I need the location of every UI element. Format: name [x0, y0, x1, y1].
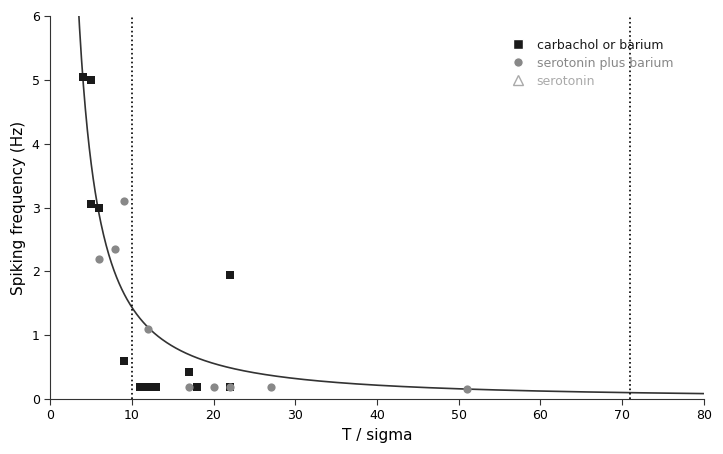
Legend: carbachol or barium, serotonin plus barium, serotonin: carbachol or barium, serotonin plus bari…: [500, 34, 678, 93]
Point: [380, 384, 391, 391]
Point: [224, 271, 236, 278]
Point: [192, 384, 203, 391]
Point: [183, 369, 194, 376]
Point: [85, 201, 97, 208]
Point: [110, 245, 121, 252]
Point: [395, 384, 407, 391]
Point: [142, 325, 154, 332]
Point: [118, 197, 129, 205]
Point: [265, 384, 276, 391]
Point: [118, 357, 129, 364]
Point: [298, 384, 309, 391]
Point: [93, 255, 105, 262]
Point: [142, 384, 154, 391]
Point: [477, 384, 489, 391]
Point: [208, 384, 219, 391]
X-axis label: T / sigma: T / sigma: [342, 428, 412, 443]
Point: [77, 73, 88, 80]
Point: [183, 384, 194, 391]
Point: [224, 384, 236, 391]
Point: [330, 384, 342, 391]
Y-axis label: Spiking frequency (Hz): Spiking frequency (Hz): [11, 120, 26, 295]
Point: [85, 76, 97, 84]
Point: [134, 384, 146, 391]
Point: [224, 384, 236, 391]
Point: [461, 386, 473, 393]
Point: [93, 204, 105, 211]
Point: [461, 384, 473, 391]
Point: [150, 384, 162, 391]
